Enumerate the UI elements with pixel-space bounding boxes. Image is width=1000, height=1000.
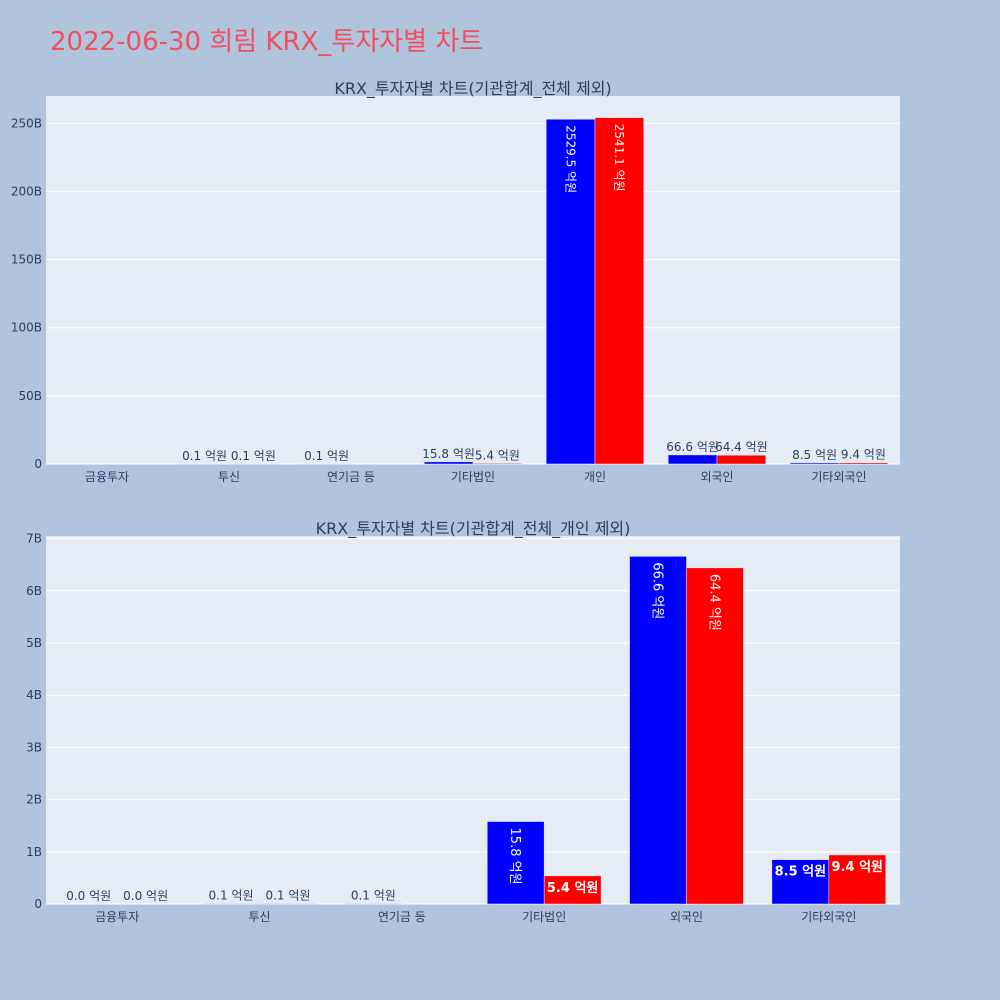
bar-data-label: 0.0 억원: [66, 889, 111, 903]
bar-data-label: 66.6 억원: [649, 562, 664, 619]
bar-data-label: 2529.5 억원: [563, 125, 577, 193]
bar-data-label: 8.5 억원: [792, 448, 837, 462]
bar-data-label: 0.1 억원: [265, 888, 310, 902]
y-tick-label: 100B: [11, 321, 42, 335]
x-tick-label: 기타법인: [451, 470, 495, 484]
bar: [667, 454, 718, 465]
x-tick-label: 연기금 등: [378, 910, 426, 924]
y-tick-label: 50B: [18, 389, 42, 403]
bar-data-label: 64.4 억원: [715, 440, 768, 454]
chart-title: KRX_투자자별 차트(기관합계_전체 제외): [334, 79, 611, 99]
bar: [716, 454, 767, 465]
y-tick-label: 5B: [26, 636, 42, 650]
bar: [543, 875, 602, 905]
chart-panel-top: 0 50B 100B 150B 200B 250B KRX_투자자별 차트(기관합계_전체 …: [11, 79, 900, 484]
bar-data-label: 9.4 억원: [832, 860, 883, 875]
x-tick-label: 기타법인: [522, 910, 566, 924]
page-title: 2022-06-30 희림 KRX_투자자별 차트: [50, 27, 483, 57]
bar-data-label: 64.4 억원: [706, 574, 721, 631]
bar-data-label: 0.0 억원: [123, 889, 168, 903]
bar-data-label: 15.8 억원: [422, 447, 475, 461]
x-tick-label: 연기금 등: [327, 470, 375, 484]
bar-data-label: 66.6 억원: [666, 440, 719, 454]
bar: [771, 859, 830, 905]
x-tick-label: 기타외국인: [811, 470, 866, 484]
x-tick-label: 투신: [218, 470, 240, 484]
bar: [202, 903, 260, 905]
x-tick-label: 금융투자: [85, 470, 129, 484]
plot-area: [46, 96, 900, 464]
plot-area: [46, 536, 900, 904]
y-tick-label: 200B: [11, 184, 42, 198]
bar: [686, 567, 744, 905]
y-tick-label: 0: [34, 897, 42, 911]
bar-data-label: 2541.1 억원: [612, 124, 626, 192]
bar-data-label: 8.5 억원: [775, 865, 826, 880]
chart-title: KRX_투자자별 차트(기관합계_전체_개인 제외): [316, 519, 631, 539]
bar-data-label: 0.1 억원: [304, 449, 349, 463]
bar-data-label: 5.4 억원: [475, 448, 520, 462]
x-tick-label: 외국인: [670, 910, 703, 924]
bar: [259, 903, 317, 905]
y-tick-label: 4B: [26, 688, 42, 702]
bar-data-label: 0.1 억원: [231, 449, 276, 463]
chart-panel-bottom: 0 1B 2B 3B 4B 5B 6B 7B KRX_투자자별 차트(기관합계_전체_개인 제외…: [26, 519, 900, 924]
bar: [594, 117, 645, 465]
y-tick-label: 150B: [11, 253, 42, 267]
x-tick-label: 투신: [248, 910, 270, 924]
x-tick-label: 개인: [584, 470, 606, 484]
y-tick-label: 3B: [26, 740, 42, 754]
bar: [472, 463, 523, 465]
y-tick-label: 2B: [26, 793, 42, 807]
bar: [344, 903, 403, 905]
y-tick-label: 7B: [26, 532, 42, 546]
y-tick-label: 0: [34, 457, 42, 471]
bar: [545, 118, 596, 465]
bar-data-label: 0.1 억원: [182, 449, 227, 463]
bar-data-label: 5.4 억원: [547, 881, 598, 896]
x-tick-label: 기타외국인: [801, 910, 856, 924]
bar-data-label: 15.8 억원: [507, 828, 522, 885]
bar-data-label: 0.1 억원: [209, 888, 254, 902]
x-tick-label: 외국인: [700, 470, 733, 484]
bar-data-label: 9.4 억원: [841, 448, 886, 462]
bar-data-label: 0.1 억원: [351, 888, 396, 902]
bar: [486, 821, 545, 905]
bar: [838, 462, 889, 465]
y-tick-label: 250B: [11, 116, 42, 130]
bar: [423, 461, 474, 465]
bar: [789, 462, 840, 465]
bar: [828, 854, 887, 905]
x-tick-label: 금융투자: [95, 910, 139, 924]
y-tick-label: 1B: [26, 845, 42, 859]
y-tick-label: 6B: [26, 584, 42, 598]
